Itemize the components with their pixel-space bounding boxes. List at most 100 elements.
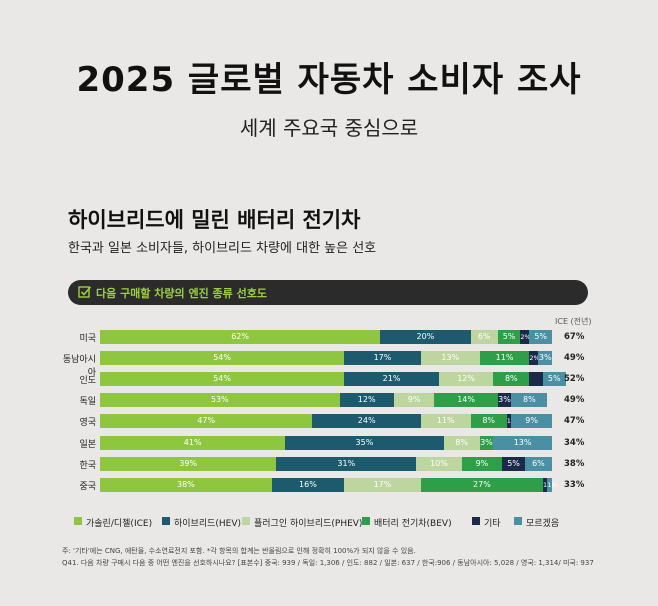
bar-segment <box>100 456 277 471</box>
bar-segment <box>493 435 552 450</box>
bar-segment <box>100 351 345 366</box>
data-label: 38% <box>176 479 195 489</box>
legend-label: 기타 <box>484 519 501 529</box>
data-label: 47% <box>197 416 216 426</box>
data-label: 12% <box>457 374 475 384</box>
legend-swatch <box>514 517 522 525</box>
data-label: 9% <box>475 458 489 468</box>
data-label: 53% <box>210 395 229 405</box>
data-label: 8% <box>482 416 496 426</box>
data-label: 31% <box>337 458 356 468</box>
bar-segment <box>434 393 498 408</box>
data-label: 12% <box>357 395 376 405</box>
legend-swatch <box>362 517 370 525</box>
data-label: 8% <box>523 395 536 405</box>
ice-prev-value: 49% <box>564 353 585 364</box>
data-label: 27% <box>473 479 491 489</box>
data-label: 21% <box>382 374 401 384</box>
data-label: 41% <box>183 437 202 447</box>
data-label: 11% <box>495 353 514 363</box>
legend-label: 배터리 전기차(BEV) <box>374 519 452 529</box>
bar-segment <box>529 330 552 344</box>
data-label: 54% <box>213 374 231 384</box>
category-label: 동남아시아 <box>62 355 96 379</box>
category-label: 미국 <box>79 334 96 344</box>
data-label: 5% <box>502 332 516 341</box>
legend-swatch <box>242 517 250 525</box>
ice-prev-value: 38% <box>564 458 585 469</box>
ice-prev-value: 33% <box>564 479 585 490</box>
bar-segment <box>542 477 548 492</box>
data-label: 13% <box>441 353 460 363</box>
bar-segment <box>344 351 421 366</box>
legend-label: 가솔린/디젤(ICE) <box>86 519 153 529</box>
data-label: 6% <box>532 458 545 468</box>
bar-segment <box>497 393 512 408</box>
data-label: 13% <box>513 437 532 447</box>
bar-segment <box>312 414 421 429</box>
bar-segment <box>420 351 480 366</box>
data-label: 9% <box>407 395 421 405</box>
legend-swatch <box>162 517 170 525</box>
data-label: 6% <box>477 332 491 341</box>
data-label: 5% <box>547 374 561 384</box>
ice-prev-value: 67% <box>564 332 585 342</box>
bar-segment <box>529 351 539 366</box>
bar-segment <box>416 456 462 471</box>
data-label: 20% <box>416 332 435 341</box>
legend-swatch <box>74 517 82 525</box>
category-label: 독일 <box>79 397 96 408</box>
data-label: 3% <box>480 437 493 447</box>
bar-segment <box>100 477 272 492</box>
data-label: 62% <box>231 332 249 341</box>
section-title: 하이브리드에 밀린 배터리 전기차 <box>68 208 361 232</box>
bar-segment <box>511 393 548 408</box>
bar-segment <box>339 393 394 408</box>
bar-segment <box>470 414 507 429</box>
legend-label: 플러그인 하이브리드(PHEV) <box>254 519 363 529</box>
bar-segment <box>393 393 435 408</box>
bar-segment <box>538 351 552 366</box>
question-bar <box>68 280 588 305</box>
category-label: 인도 <box>79 376 96 387</box>
bar-segment <box>344 477 421 492</box>
bar-segment <box>461 456 503 471</box>
bar-segment <box>493 372 530 387</box>
bar-segment <box>520 330 530 344</box>
data-label: 11% <box>436 416 455 426</box>
bar-segment <box>511 414 552 429</box>
bar-segment <box>497 330 521 344</box>
footnote-note: 주: '기타'에는 CNG, 에탄올, 수소연료전지 포함. *각 항목의 합계… <box>62 547 416 555</box>
ice-prev-value: 34% <box>564 437 585 448</box>
ice-prev-value: 52% <box>564 374 585 385</box>
legend-label: 모르겠음 <box>526 519 560 529</box>
bar-segment <box>542 372 566 387</box>
legend-swatch <box>472 517 480 525</box>
data-label: 10% <box>430 458 448 468</box>
category-label: 영국 <box>79 418 96 429</box>
bar-segment <box>506 414 512 429</box>
data-label: 16% <box>299 479 317 489</box>
bar-segment <box>547 477 552 492</box>
bar-segment <box>529 372 543 387</box>
category-label: 중국 <box>79 481 96 492</box>
bar-segment <box>100 414 313 429</box>
ice-prev-value: 47% <box>564 416 585 427</box>
category-label: 한국 <box>79 460 96 471</box>
data-label: 8% <box>504 374 518 384</box>
data-label: 5% <box>507 458 520 468</box>
data-label: 24% <box>357 416 376 426</box>
category-label: 일본 <box>79 439 96 450</box>
bar-segment <box>439 372 494 387</box>
bar-segment <box>276 456 417 471</box>
bar-segment <box>420 477 543 492</box>
data-label: 5% <box>534 332 548 341</box>
ice-prev-value: 49% <box>564 395 585 406</box>
data-label: 54% <box>213 353 231 363</box>
legend-label: 하이브리드(HEV) <box>174 519 242 529</box>
page-title: 2025 글로벌 자동차 소비자 조사 <box>76 60 582 100</box>
bar-segment <box>100 435 286 450</box>
bar-segment <box>470 330 498 344</box>
